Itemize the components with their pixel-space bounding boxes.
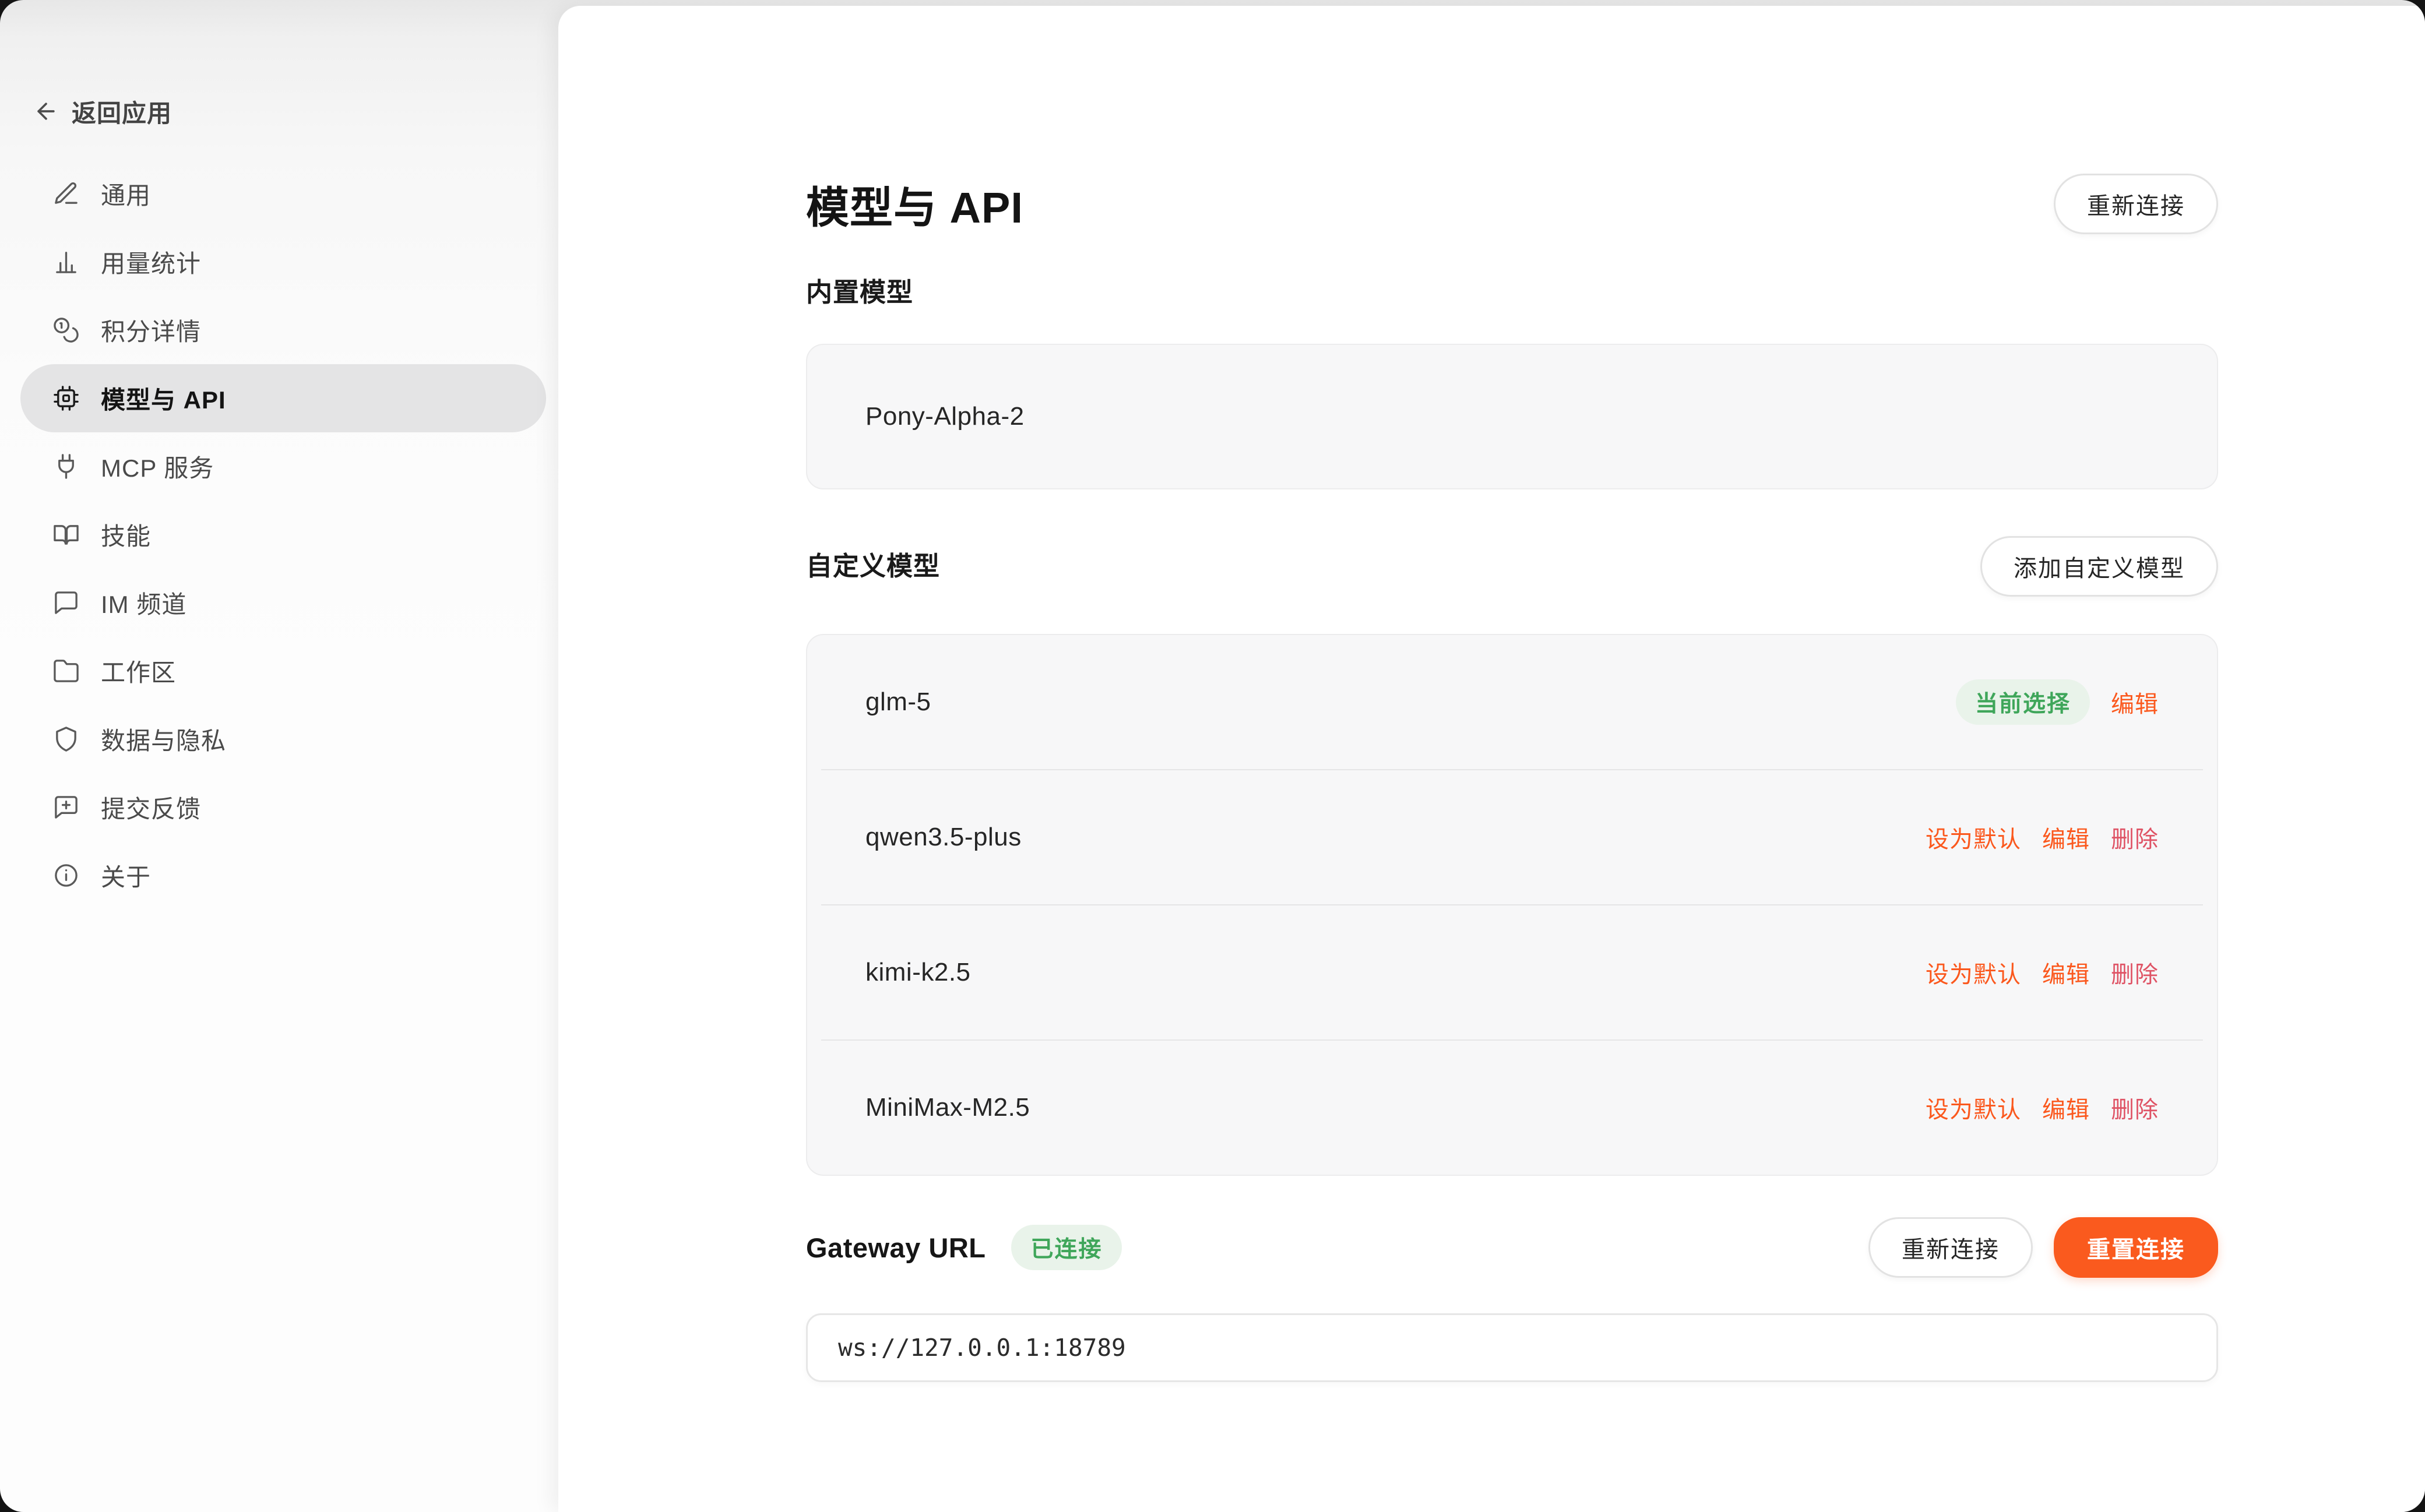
sidebar-item-2[interactable]: 积分详情	[20, 296, 546, 364]
gateway-url-label: Gateway URL	[806, 1232, 986, 1263]
shield-icon	[52, 725, 80, 753]
set-default-link[interactable]: 设为默认	[1926, 1091, 2021, 1125]
sidebar-nav: 通用用量统计积分详情模型与 API MCP 服务 技能 IM 频道工作区数据与隐私提交…	[20, 160, 546, 910]
gateway-url-input[interactable]	[806, 1313, 2218, 1382]
sidebar-item-label: 技能	[101, 523, 152, 550]
chat-icon	[52, 589, 80, 616]
page-header: 模型与 API 重新连接	[806, 174, 2218, 234]
sidebar-item-label: MCP 服务	[101, 454, 214, 482]
edit-model-link[interactable]: 编辑	[2042, 1091, 2090, 1125]
gateway-reset-button[interactable]: 重置连接	[2054, 1217, 2218, 1278]
settings-sidebar: 返回应用 通用用量统计积分详情模型与 API MCP 服务 技能 IM 频道工作区数据…	[0, 0, 558, 1512]
model-row-actions: 设为默认 编辑 删除	[1926, 1091, 2159, 1125]
row-divider	[821, 904, 2203, 905]
row-divider	[821, 1039, 2203, 1041]
sidebar-item-7[interactable]: 工作区	[20, 637, 546, 705]
custom-model-name: MiniMax-M2.5	[865, 1093, 1030, 1122]
sidebar-item-3[interactable]: 模型与 API	[20, 364, 546, 432]
custom-model-row: MiniMax-M2.5 设为默认 编辑 删除	[807, 1041, 2217, 1175]
sidebar-item-8[interactable]: 数据与隐私	[20, 705, 546, 773]
custom-model-name: glm-5	[865, 688, 931, 716]
sidebar-item-9[interactable]: 提交反馈	[20, 773, 546, 841]
models-api-panel: 模型与 API 重新连接 内置模型 Pony-Alpha-2 自定义模型 添加自…	[558, 6, 2425, 1512]
custom-models-card: glm-5 当前选择 编辑 qwen3.5-plus 设为默认 编辑 删除 kimi-k2.5…	[806, 634, 2218, 1176]
sidebar-item-0[interactable]: 通用	[20, 160, 546, 228]
sidebar-item-label: IM 频道	[101, 591, 187, 618]
edit-model-link[interactable]: 编辑	[2111, 685, 2159, 719]
pencil-icon	[52, 180, 80, 207]
gateway-reconnect-button[interactable]: 重新连接	[1868, 1217, 2033, 1278]
delete-model-link[interactable]: 删除	[2111, 1091, 2159, 1125]
coins-icon	[52, 316, 80, 344]
custom-model-row: qwen3.5-plus 设为默认 编辑 删除	[807, 770, 2217, 904]
delete-model-link[interactable]: 删除	[2111, 956, 2159, 989]
arrow-left-icon	[33, 98, 59, 124]
edit-model-link[interactable]: 编辑	[2042, 820, 2090, 854]
bar-chart-icon	[52, 248, 80, 276]
sidebar-item-6[interactable]: IM 频道	[20, 569, 546, 637]
builtin-models-card: Pony-Alpha-2	[806, 344, 2218, 489]
sidebar-item-4[interactable]: MCP 服务	[20, 432, 546, 501]
model-row-actions: 设为默认 编辑 删除	[1926, 956, 2159, 989]
gateway-status-group: Gateway URL 已连接	[806, 1225, 1122, 1270]
reconnect-button[interactable]: 重新连接	[2054, 174, 2218, 234]
set-default-link[interactable]: 设为默认	[1926, 956, 2021, 989]
current-selection-badge: 当前选择	[1955, 679, 2090, 725]
custom-model-row: kimi-k2.5 设为默认 编辑 删除	[807, 905, 2217, 1039]
row-divider	[821, 769, 2203, 770]
chip-icon	[52, 385, 80, 412]
sidebar-item-1[interactable]: 用量统计	[20, 228, 546, 296]
sidebar-item-5[interactable]: 技能	[20, 501, 546, 569]
plug-icon	[52, 453, 80, 480]
back-to-app-button[interactable]: 返回应用	[33, 93, 172, 129]
page-title: 模型与 API	[806, 183, 1023, 232]
custom-model-row: glm-5 当前选择 编辑	[807, 635, 2217, 769]
custom-model-name: kimi-k2.5	[865, 958, 971, 986]
feedback-icon	[52, 794, 80, 821]
builtin-models-heading: 内置模型	[806, 277, 914, 307]
book-icon	[52, 521, 80, 548]
edit-model-link[interactable]: 编辑	[2042, 956, 2090, 989]
folder-icon	[52, 657, 80, 685]
sidebar-item-label: 用量统计	[101, 250, 202, 277]
sidebar-item-label: 提交反馈	[101, 795, 202, 823]
custom-models-heading: 自定义模型	[806, 551, 941, 581]
custom-model-name: qwen3.5-plus	[865, 823, 1022, 851]
custom-models-header: 自定义模型 添加自定义模型	[806, 536, 2218, 597]
sidebar-item-label: 通用	[101, 182, 152, 209]
delete-model-link[interactable]: 删除	[2111, 820, 2159, 854]
sidebar-item-label: 工作区	[101, 659, 177, 686]
set-default-link[interactable]: 设为默认	[1926, 820, 2021, 854]
gateway-row: Gateway URL 已连接 重新连接 重置连接	[806, 1217, 2218, 1278]
sidebar-item-label: 关于	[101, 864, 152, 891]
model-row-actions: 当前选择 编辑	[1955, 679, 2159, 725]
sidebar-item-10[interactable]: 关于	[20, 841, 546, 910]
gateway-buttons: 重新连接 重置连接	[1868, 1217, 2218, 1278]
builtin-model-name: Pony-Alpha-2	[865, 402, 1025, 431]
sidebar-item-label: 模型与 API	[101, 386, 226, 414]
add-custom-model-button[interactable]: 添加自定义模型	[1980, 536, 2218, 597]
connected-status-badge: 已连接	[1011, 1225, 1122, 1270]
info-icon	[52, 862, 80, 889]
back-to-app-label: 返回应用	[72, 99, 173, 127]
sidebar-item-label: 数据与隐私	[101, 727, 227, 755]
sidebar-item-label: 积分详情	[101, 318, 202, 346]
model-row-actions: 设为默认 编辑 删除	[1926, 820, 2159, 854]
